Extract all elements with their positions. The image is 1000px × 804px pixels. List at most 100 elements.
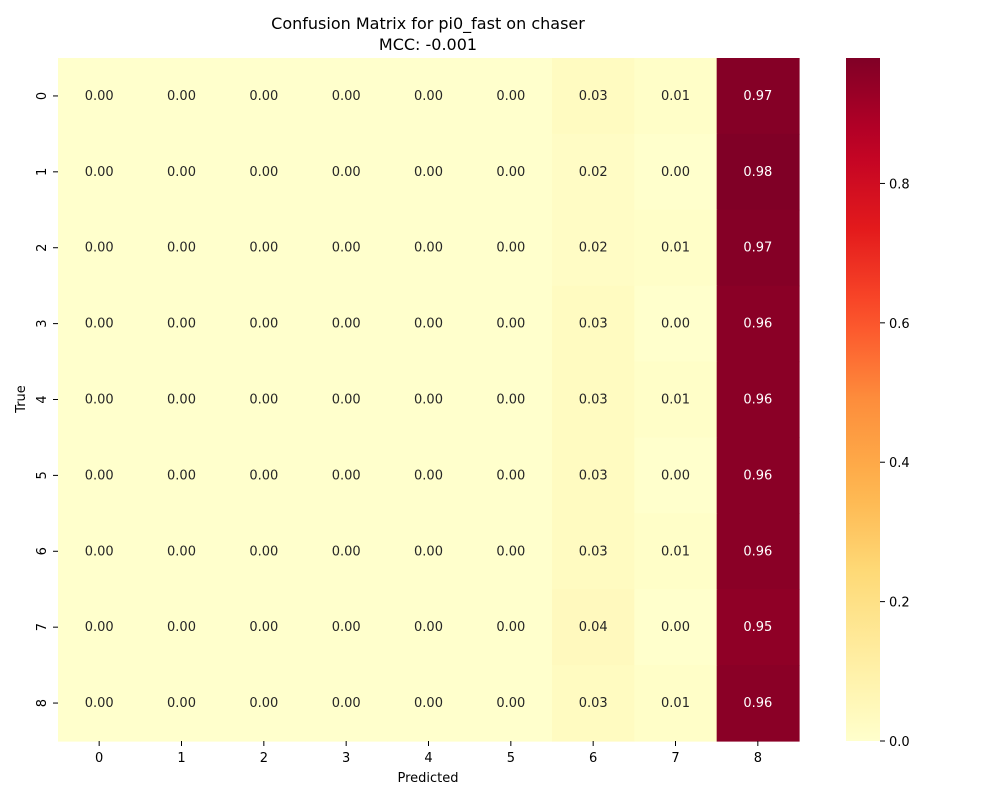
y-tick-label: 7 [35,623,50,631]
cell-value-label: 0.00 [85,317,114,332]
heatmap-cell [387,513,471,590]
heatmap-cell [387,665,471,742]
heatmap-cell [552,665,635,742]
heatmap-cell [305,437,388,514]
colorbar [846,58,880,741]
heatmap-cell [222,589,306,666]
cell-value-label: 0.96 [743,393,772,408]
heatmap-cell [58,665,141,742]
heatmap-cell [305,58,388,135]
y-axis-ticks: 0 1 2 3 4 5 6 7 8 [35,92,58,707]
cell-value-label: 0.00 [249,241,278,256]
colorbar-tick-label: 0.4 [889,456,910,471]
cell-value-label: 0.00 [332,393,361,408]
heatmap-cell [58,133,141,211]
heatmap-cell [552,589,635,666]
heatmap-cell [58,437,141,514]
cell-value-label: 0.00 [85,544,114,559]
cell-value-label: 0.00 [661,468,690,483]
colorbar-ticks: 0.0 0.2 0.4 0.6 0.8 [880,177,910,750]
cell-value-label: 0.00 [332,89,361,104]
x-tick-label: 0 [95,751,103,766]
cell-value-label: 0.00 [332,241,361,256]
y-tick-label: 4 [35,395,50,403]
cell-value-label: 0.96 [743,317,772,332]
colorbar-tick-label: 0.6 [889,317,910,332]
cell-value-label: 0.00 [496,89,525,104]
heatmap-cell [469,361,553,439]
heatmap-cell-labels: 0.00 0.00 0.00 0.00 0.00 0.00 0.03 0.01 0.97 0.00… [85,89,773,711]
heatmap-cell [222,513,306,590]
cell-value-label: 0.00 [85,620,114,635]
x-axis-label: Predicted [397,771,458,786]
heatmap-cell [58,209,141,287]
colorbar-tick-label: 0.8 [889,177,910,192]
cell-value-label: 0.00 [249,620,278,635]
heatmap-cell [58,513,141,590]
heatmap-cell [140,437,224,514]
colorbar-tick-label: 0.2 [889,596,910,611]
cell-value-label: 0.98 [743,165,772,180]
y-tick-label: 3 [35,319,50,327]
colorbar-tick-label: 0.0 [889,735,910,750]
heatmap-cell [552,285,635,363]
cell-value-label: 0.00 [249,468,278,483]
cell-value-label: 0.00 [661,165,690,180]
cell-value-label: 0.03 [579,468,608,483]
y-tick-label: 5 [35,471,50,479]
cell-value-label: 0.00 [249,544,278,559]
heatmap-cell [140,665,224,742]
cell-value-label: 0.00 [661,317,690,332]
heatmap-cell [469,58,553,135]
x-tick-label: 8 [754,751,762,766]
cell-value-label: 0.00 [249,89,278,104]
cell-value-label: 0.01 [661,393,690,408]
y-tick-label: 2 [35,244,50,252]
heatmap-cell [716,58,800,135]
heatmap-cell [552,361,635,439]
heatmap-cell [305,665,388,742]
heatmap-cell [634,133,718,211]
cell-value-label: 0.00 [414,468,443,483]
cell-value-label: 0.00 [249,393,278,408]
cell-value-label: 0.01 [661,696,690,711]
y-tick-label: 8 [35,699,50,707]
x-tick-label: 2 [260,751,268,766]
cell-value-label: 0.00 [414,89,443,104]
heatmap-cell [469,589,553,666]
chart-title: Confusion Matrix for pi0_fast on chaser [271,14,585,34]
heatmap-cell [222,209,306,287]
heatmap-cell [305,285,388,363]
heatmap-cell [387,361,471,439]
heatmap-cell [58,285,141,363]
heatmap-cell [58,361,141,439]
cell-value-label: 0.00 [332,468,361,483]
cell-value-label: 0.00 [167,468,196,483]
cell-value-label: 0.00 [85,468,114,483]
heatmap-cell [140,209,224,287]
cell-value-label: 0.00 [496,317,525,332]
heatmap-cell [634,209,718,287]
heatmap-cell [469,665,553,742]
cell-value-label: 0.00 [249,165,278,180]
cell-value-label: 0.00 [85,696,114,711]
heatmap-cell [634,285,718,363]
cell-value-label: 0.02 [579,165,608,180]
heatmap-cell [469,133,553,211]
heatmap-cell [387,209,471,287]
heatmap-cell [716,589,800,666]
cell-value-label: 0.00 [496,241,525,256]
heatmap-cell [140,589,224,666]
cell-value-label: 0.04 [579,620,608,635]
cell-value-label: 0.00 [414,696,443,711]
heatmap-cell [387,133,471,211]
cell-value-label: 0.00 [496,165,525,180]
cell-value-label: 0.02 [579,241,608,256]
cell-value-label: 0.00 [496,468,525,483]
y-tick-label: 1 [35,168,50,176]
heatmap-cell [58,58,141,135]
cell-value-label: 0.00 [496,393,525,408]
cell-value-label: 0.96 [743,544,772,559]
cell-value-label: 0.00 [167,89,196,104]
